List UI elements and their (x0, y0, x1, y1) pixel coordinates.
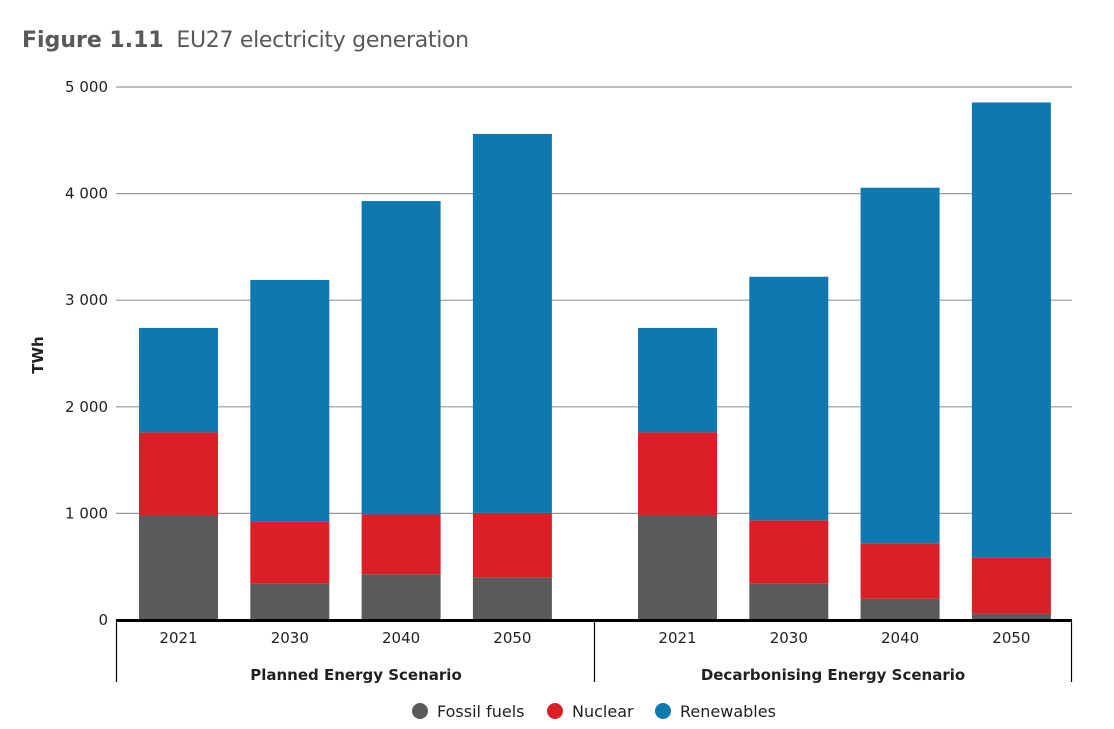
bar-segment-fossil-fuels (250, 583, 330, 620)
bar-segment-fossil-fuels (139, 515, 218, 620)
x-tick-label: 2030 (271, 629, 309, 647)
x-tick-label: 2021 (159, 629, 197, 647)
x-tick-label: 2021 (658, 629, 696, 647)
y-tick-label: 0 (98, 611, 108, 629)
bar-segment-nuclear (638, 432, 717, 516)
bar-segment-renewables (472, 133, 552, 513)
bar-segment-renewables (250, 279, 330, 522)
y-tick-label: 3 000 (65, 291, 108, 309)
bar-segment-renewables (361, 201, 441, 515)
group-label: Planned Energy Scenario (250, 666, 462, 684)
bar-segment-nuclear (860, 543, 940, 599)
legend-swatch-icon (547, 703, 563, 719)
bar-segment-renewables (860, 187, 940, 544)
legend-swatch-icon (412, 703, 428, 719)
legend: Fossil fuels Nuclear Renewables (412, 702, 776, 721)
legend-item: Renewables (655, 702, 776, 721)
figure-number: Figure 1.11 (22, 28, 164, 53)
x-tick-label: 2040 (881, 629, 919, 647)
bar-segment-fossil-fuels (860, 598, 940, 620)
figure-title: Figure 1.11 EU27 electricity generation (22, 26, 469, 54)
bar-segment-nuclear (250, 521, 330, 584)
legend-label: Nuclear (572, 702, 634, 721)
y-tick-label: 4 000 (65, 185, 108, 203)
bar-segment-fossil-fuels (361, 574, 441, 620)
bar-segment-renewables (749, 276, 829, 521)
legend-label: Renewables (680, 702, 776, 721)
bar-segment-nuclear (971, 557, 1051, 614)
x-tick-label: 2050 (992, 629, 1030, 647)
bar-segment-fossil-fuels (472, 577, 552, 620)
x-tick-label: 2030 (770, 629, 808, 647)
bar-segment-nuclear (472, 512, 552, 578)
bar-segment-fossil-fuels (971, 613, 1051, 620)
legend-item: Fossil fuels (412, 702, 524, 721)
x-axis: 2021 2030 2040 2050 2021 2030 2040 2050 Planned … (115, 619, 1073, 684)
bar-segment-fossil-fuels (749, 583, 829, 620)
legend-swatch-icon (655, 703, 671, 719)
y-tick-label: 2 000 (65, 398, 108, 416)
group-label: Decarbonising Energy Scenario (701, 666, 965, 684)
bar-segment-nuclear (749, 520, 829, 584)
legend-label: Fossil fuels (437, 702, 524, 721)
bar-segment-fossil-fuels (638, 515, 717, 620)
y-tick-label: 1 000 (65, 504, 108, 522)
bar-segment-renewables (638, 327, 717, 433)
bar-segment-renewables (971, 102, 1051, 558)
legend-item: Nuclear (547, 702, 634, 721)
y-tick-label: 5 000 (65, 78, 108, 96)
x-tick-label: 2050 (493, 629, 531, 647)
y-axis-label: TWh (29, 336, 47, 373)
bar-segment-renewables (139, 327, 218, 433)
bar-segment-nuclear (361, 514, 441, 575)
y-axis-ticks: 0 1 000 2 000 3 000 4 000 5 000 (65, 78, 108, 629)
x-tick-label: 2040 (382, 629, 420, 647)
bar-segment-nuclear (139, 432, 218, 516)
bars (139, 102, 1051, 620)
figure-caption: EU27 electricity generation (176, 28, 469, 53)
